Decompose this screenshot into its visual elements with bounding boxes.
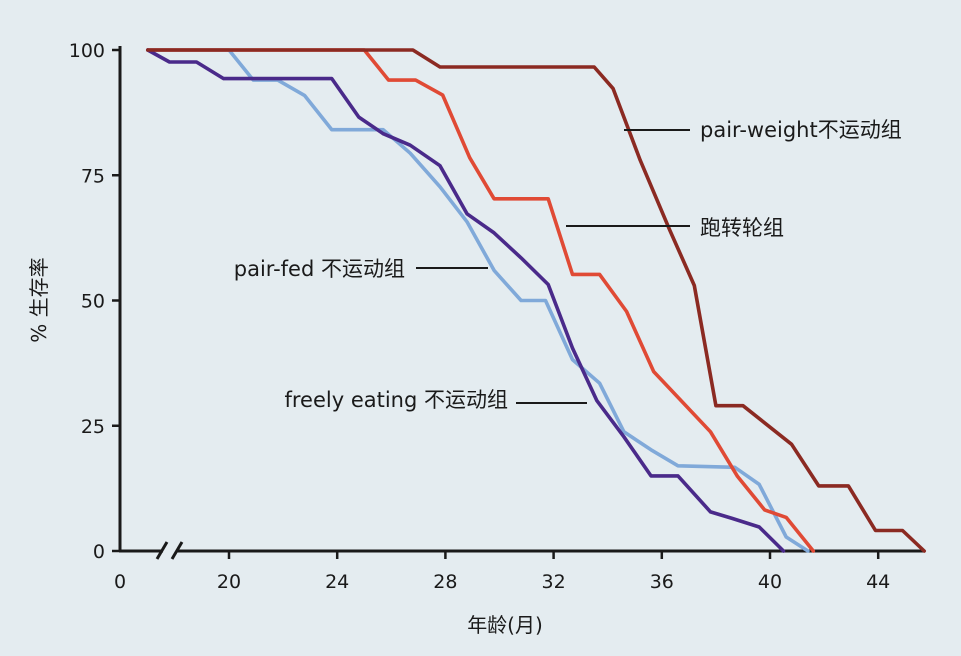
axes [118,46,925,560]
x-axis-label: 年龄(月) [467,613,543,637]
series-line-0 [146,48,927,553]
axis-break-mark [170,541,184,560]
x-tick-label: 28 [433,571,457,593]
y-tick-label: 100 [69,40,105,62]
x-tick-label: 0 [114,571,126,593]
series-annotation: 跑转轮组 [700,216,784,240]
x-ticks: 0 20 24 28 32 36 40 44 [114,551,890,593]
x-tick-label: 40 [758,571,782,593]
x-tick-label: 44 [866,571,890,593]
series-annotation: freely eating 不运动组 [284,388,508,412]
y-ticks: 0 25 50 75 100 [69,40,120,563]
series-annotation: pair-fed 不运动组 [234,257,405,281]
x-tick-label: 20 [217,571,241,593]
x-tick-label: 36 [650,571,674,593]
series-annotation: pair-weight不运动组 [700,118,902,142]
series-line-1 [146,48,816,553]
y-tick-label: 0 [93,541,105,563]
series-line-2 [146,48,810,553]
series-line-3 [146,48,786,553]
x-tick-label: 24 [325,571,349,593]
y-axis-label: % 生存率 [27,257,51,342]
x-tick-label: 32 [542,571,566,593]
y-tick-label: 75 [81,165,105,187]
series-lines [146,48,927,553]
axis-break-mark [155,541,169,560]
y-tick-label: 25 [81,416,105,438]
y-tick-label: 50 [81,291,105,313]
